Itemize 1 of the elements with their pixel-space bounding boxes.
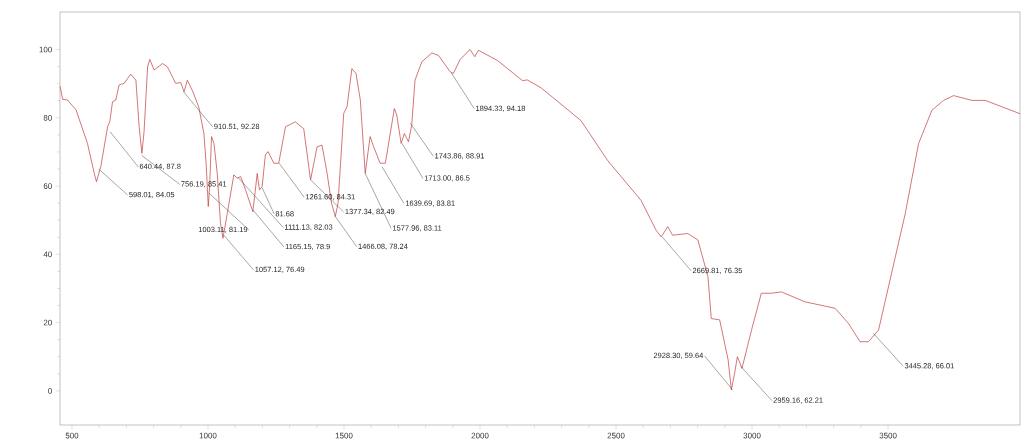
line-series — [59, 49, 1021, 391]
